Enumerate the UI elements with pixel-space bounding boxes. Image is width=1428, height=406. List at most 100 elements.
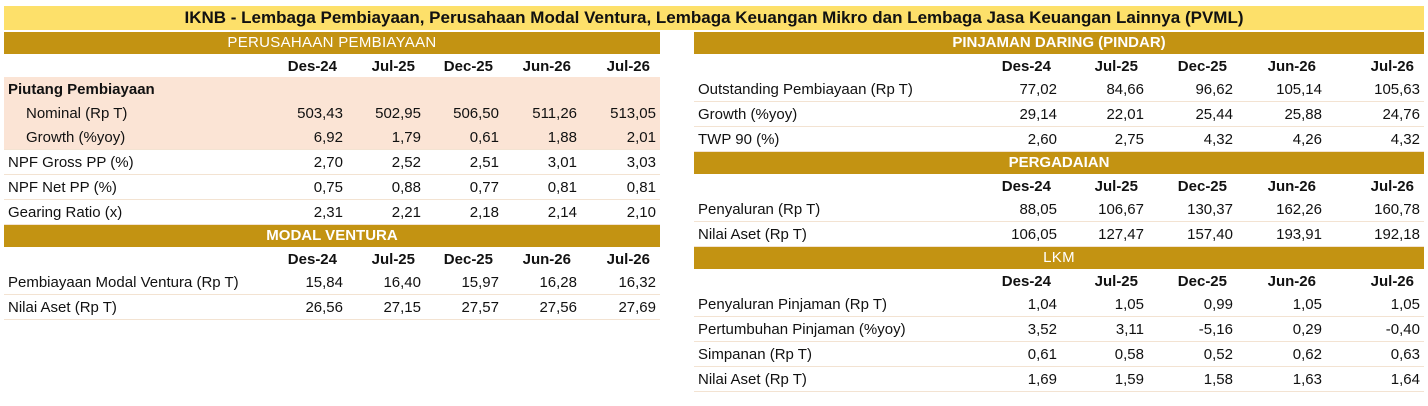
cell-value: 1,63	[1237, 366, 1326, 392]
table-row: TWP 90 (%) 2,60 2,75 4,32 4,26 4,32	[694, 126, 1424, 152]
cell-value: 16,32	[581, 270, 660, 295]
cell-value: 2,60	[952, 126, 1061, 152]
table-row: Nominal (Rp T) 503,43 502,95 506,50 511,…	[4, 101, 660, 125]
cell-value: 105,63	[1326, 77, 1424, 102]
cell-value: 2,75	[1061, 126, 1148, 152]
cell-value: 2,52	[347, 149, 425, 175]
cell-value: 0,88	[347, 174, 425, 200]
cell-value: 77,02	[952, 77, 1061, 102]
cell-value: 0,81	[503, 174, 581, 200]
row-label: Pembiayaan Modal Ventura (Rp T)	[4, 270, 269, 295]
cell-value: 160,78	[1326, 197, 1424, 222]
cell-value: 0,77	[425, 174, 503, 200]
row-label: Nominal (Rp T)	[4, 101, 269, 125]
cell-value: 2,10	[581, 199, 660, 225]
section-header-lkm: LKM	[694, 247, 1424, 270]
cell-value: 3,52	[952, 316, 1061, 342]
cell-value: 27,56	[503, 294, 581, 320]
row-label: Growth (%yoy)	[4, 125, 269, 150]
period-header: Des-24	[1001, 272, 1051, 290]
cell-value: 0,61	[952, 341, 1061, 367]
cell-value: 0,58	[1061, 341, 1148, 367]
cell-value: 1,69	[952, 366, 1061, 392]
cell-value: 3,03	[581, 149, 660, 175]
cell-value: 2,01	[581, 125, 660, 150]
cell-value: 105,14	[1237, 77, 1326, 102]
row-label: NPF Net PP (%)	[4, 174, 269, 200]
table-row: Nilai Aset (Rp T) 26,56 27,15 27,57 27,5…	[4, 294, 660, 320]
cell-value: 25,88	[1237, 101, 1326, 127]
cell-value: 2,51	[425, 149, 503, 175]
cell-value: 1,58	[1148, 366, 1237, 392]
table-lkm: Des-24 Jul-25 Dec-25 Jun-26 Jul-26 Penya…	[694, 270, 1424, 392]
cell-value: 0,29	[1237, 316, 1326, 342]
period-header-row: Des-24 Jul-25 Dec-25 Jun-26 Jul-26	[694, 55, 1424, 77]
table-row: Penyaluran (Rp T) 88,05 106,67 130,37 16…	[694, 197, 1424, 222]
cell-value: 130,37	[1148, 197, 1237, 222]
row-label: Penyaluran Pinjaman (Rp T)	[694, 292, 952, 317]
period-header: Dec-25	[1177, 272, 1227, 290]
table-row: Pembiayaan Modal Ventura (Rp T) 15,84 16…	[4, 270, 660, 295]
cell-value: 1,04	[952, 292, 1061, 317]
cell-value: -5,16	[1148, 316, 1237, 342]
row-label: Nilai Aset (Rp T)	[4, 294, 269, 320]
cell-value: 27,69	[581, 294, 660, 320]
cell-value: -0,40	[1326, 316, 1424, 342]
cell-value: 15,84	[269, 270, 347, 295]
period-header: Jun-26	[522, 57, 571, 75]
row-label: Nilai Aset (Rp T)	[694, 221, 952, 247]
cell-value: 2,14	[503, 199, 581, 225]
cell-value: 2,18	[425, 199, 503, 225]
cell-value: 127,47	[1061, 221, 1148, 247]
cell-value: 16,40	[347, 270, 425, 295]
table-row: Piutang Pembiayaan	[4, 77, 660, 101]
section-header-modal-ventura: MODAL VENTURA	[4, 225, 660, 248]
period-header: Jul-25	[1094, 57, 1138, 75]
section-header-pergadaian: PERGADAIAN	[694, 152, 1424, 175]
cell-value: 6,92	[269, 125, 347, 150]
row-label: Growth (%yoy)	[694, 101, 952, 127]
table-row: Growth (%yoy) 6,92 1,79 0,61 1,88 2,01	[4, 125, 660, 150]
cell-value: 502,95	[347, 101, 425, 125]
period-header: Jun-26	[1267, 57, 1316, 75]
table-row: Nilai Aset (Rp T) 106,05 127,47 157,40 1…	[694, 221, 1424, 247]
table-row: Simpanan (Rp T) 0,61 0,58 0,52 0,62 0,63	[694, 341, 1424, 367]
period-header-row: Des-24 Jul-25 Dec-25 Jun-26 Jul-26	[4, 248, 660, 270]
cell-value: 157,40	[1148, 221, 1237, 247]
cell-value: 106,67	[1061, 197, 1148, 222]
period-header: Jul-25	[371, 57, 415, 75]
section-header-pembiayaan: PERUSAHAAN PEMBIAYAAN	[4, 32, 660, 55]
cell-value: 1,05	[1061, 292, 1148, 317]
period-header: Jul-26	[1370, 177, 1414, 195]
table-modal-ventura: Des-24 Jul-25 Dec-25 Jun-26 Jul-26 Pembi…	[4, 248, 660, 320]
cell-value: 1,88	[503, 125, 581, 150]
table-pergadaian: Des-24 Jul-25 Dec-25 Jun-26 Jul-26 Penya…	[694, 175, 1424, 247]
cell-value: 22,01	[1061, 101, 1148, 127]
period-header: Des-24	[1001, 177, 1051, 195]
right-panel: PINJAMAN DARING (PINDAR) Des-24 Jul-25 D…	[694, 32, 1424, 392]
period-header: Dec-25	[443, 57, 493, 75]
cell-value: 27,57	[425, 294, 503, 320]
period-header-row: Des-24 Jul-25 Dec-25 Jun-26 Jul-26	[4, 55, 660, 77]
period-header: Des-24	[1001, 57, 1051, 75]
cell-value: 3,11	[1061, 316, 1148, 342]
cell-value: 0,52	[1148, 341, 1237, 367]
table-row: Pertumbuhan Pinjaman (%yoy) 3,52 3,11 -5…	[694, 316, 1424, 342]
cell-value: 27,15	[347, 294, 425, 320]
cell-value: 506,50	[425, 101, 503, 125]
cell-value: 0,75	[269, 174, 347, 200]
period-header: Des-24	[287, 57, 337, 75]
cell-value: 24,76	[1326, 101, 1424, 127]
cell-value: 1,59	[1061, 366, 1148, 392]
cell-value: 4,26	[1237, 126, 1326, 152]
cell-value: 2,70	[269, 149, 347, 175]
period-header: Des-24	[287, 250, 337, 268]
period-header: Jul-25	[1094, 177, 1138, 195]
period-header: Jul-26	[606, 57, 650, 75]
cell-value: 15,97	[425, 270, 503, 295]
row-label: Outstanding Pembiayaan (Rp T)	[694, 77, 952, 102]
period-header: Dec-25	[1177, 177, 1227, 195]
cell-value: 511,26	[503, 101, 581, 125]
cell-value: 29,14	[952, 101, 1061, 127]
cell-value: 3,01	[503, 149, 581, 175]
